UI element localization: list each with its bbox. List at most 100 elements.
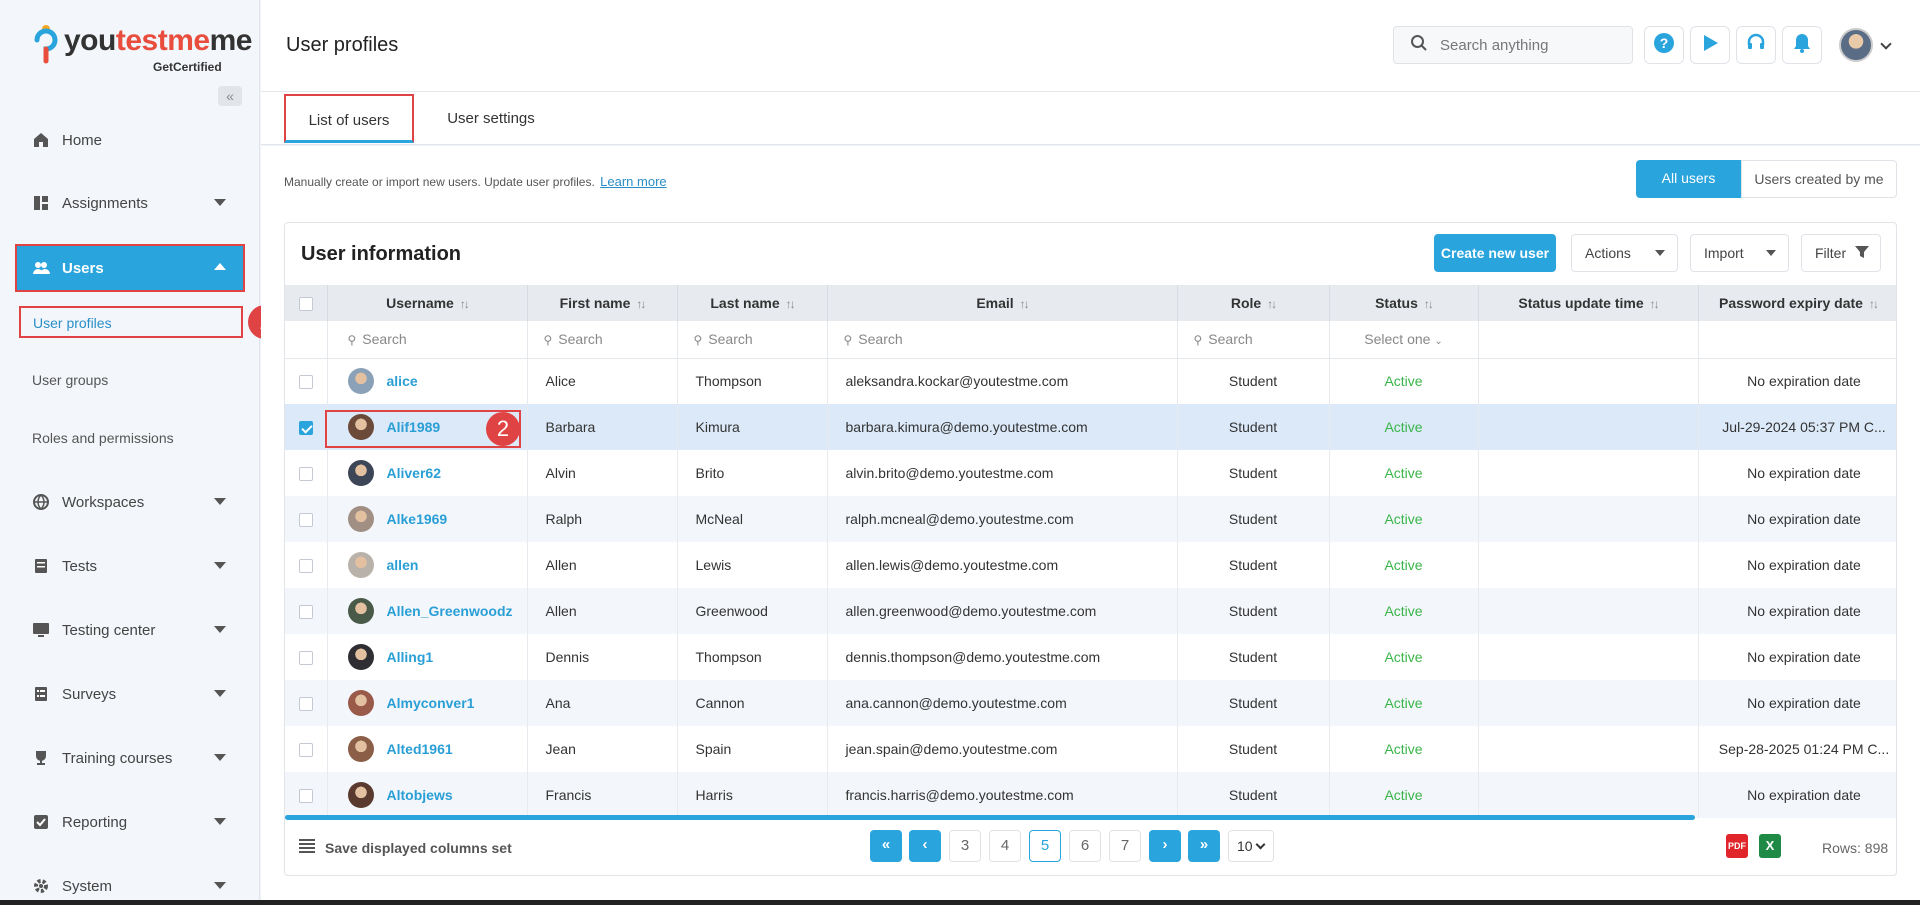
row-checkbox-cell bbox=[285, 772, 328, 818]
export-pdf-button[interactable]: PDF bbox=[1726, 834, 1748, 858]
support-button[interactable] bbox=[1736, 26, 1776, 64]
page-button[interactable]: 3 bbox=[949, 830, 981, 862]
sidebar-item-system[interactable]: System bbox=[16, 864, 244, 905]
page-button[interactable]: 7 bbox=[1109, 830, 1141, 862]
import-dropdown[interactable]: Import bbox=[1690, 234, 1789, 272]
collapse-sidebar-button[interactable]: « bbox=[218, 86, 242, 106]
cell-username: Alted1961 bbox=[327, 726, 528, 772]
sidebar-item-reporting[interactable]: Reporting bbox=[16, 800, 244, 844]
row-checkbox[interactable] bbox=[298, 375, 313, 390]
username-link[interactable]: Allen_Greenwoodz bbox=[386, 603, 513, 619]
cell-status: Active bbox=[1329, 358, 1479, 404]
sidebar-item-surveys[interactable]: Surveys bbox=[16, 672, 244, 716]
col-header-status-update-time[interactable]: Status update time ↑↓ bbox=[1478, 285, 1699, 321]
row-checkbox[interactable] bbox=[298, 513, 313, 528]
prev-page-button[interactable]: ‹ bbox=[909, 830, 941, 862]
sidebar-subitem-roles-permissions[interactable]: Roles and permissions bbox=[32, 430, 174, 446]
first-page-button[interactable]: « bbox=[870, 830, 902, 862]
select-all-checkbox[interactable] bbox=[298, 297, 313, 312]
username-filter-input[interactable]: ⚲ Search bbox=[327, 321, 528, 359]
username-link[interactable]: Aliver62 bbox=[386, 465, 441, 481]
current-page-button[interactable]: 5 bbox=[1029, 830, 1061, 862]
row-checkbox-cell bbox=[285, 358, 328, 404]
row-checkbox[interactable] bbox=[298, 789, 313, 804]
username-link[interactable]: Alke1969 bbox=[386, 511, 448, 527]
sidebar-item-tests[interactable]: Tests bbox=[16, 544, 244, 588]
table-row[interactable]: Alted1961 Jean Spain jean.spain@demo.youtes… bbox=[285, 726, 1896, 772]
page-size-select[interactable]: 10 bbox=[1228, 830, 1274, 862]
row-checkbox[interactable] bbox=[298, 605, 313, 620]
first-name-filter-input[interactable]: ⚲ Search bbox=[527, 321, 678, 359]
next-page-button[interactable]: › bbox=[1149, 830, 1181, 862]
col-header-first-name[interactable]: First name ↑↓ bbox=[527, 285, 678, 321]
logo[interactable]: youtestmeme bbox=[34, 24, 252, 72]
sidebar-item-testing-center[interactable]: Testing center bbox=[16, 608, 244, 652]
table-row[interactable]: alice Alice Thompson aleksandra.kockar@yout… bbox=[285, 358, 1896, 404]
col-header-password-expiry[interactable]: Password expiry date ↑↓ bbox=[1698, 285, 1896, 321]
col-header-username[interactable]: Username ↑↓ bbox=[327, 285, 528, 321]
tab-list-of-users[interactable]: List of users bbox=[284, 94, 414, 143]
tab-user-settings[interactable]: User settings bbox=[447, 110, 535, 127]
table-row[interactable]: Alif1989 Barbara Kimura barbara.kimura@demo… bbox=[285, 404, 1896, 450]
actions-dropdown[interactable]: Actions bbox=[1571, 234, 1678, 272]
table-row[interactable]: Almyconver1 Ana Cannon ana.cannon@demo.yout… bbox=[285, 680, 1896, 726]
page-button[interactable]: 4 bbox=[989, 830, 1021, 862]
table-row[interactable]: Aliver62 Alvin Brito alvin.brito@demo.youte… bbox=[285, 450, 1896, 496]
filter-button[interactable]: Filter bbox=[1801, 234, 1881, 272]
page-button[interactable]: 6 bbox=[1069, 830, 1101, 862]
table-row[interactable]: Allen_Greenwoodz Allen Greenwood allen.gree… bbox=[285, 588, 1896, 634]
status-filter-select[interactable]: Select one ⌄ bbox=[1329, 321, 1479, 359]
horizontal-scrollbar[interactable] bbox=[285, 815, 1695, 820]
last-page-button[interactable]: » bbox=[1188, 830, 1220, 862]
chevron-down-icon[interactable] bbox=[1880, 38, 1892, 50]
username-link[interactable]: allen bbox=[386, 557, 419, 573]
search-icon: ⚲ bbox=[347, 333, 357, 348]
row-checkbox[interactable] bbox=[298, 559, 313, 574]
col-header-last-name[interactable]: Last name ↑↓ bbox=[677, 285, 828, 321]
sidebar-subitem-user-groups[interactable]: User groups bbox=[32, 372, 109, 388]
learn-more-link[interactable]: Learn more bbox=[600, 174, 667, 189]
role-filter-input[interactable]: ⚲ Search bbox=[1177, 321, 1330, 359]
col-label: Last name bbox=[710, 295, 780, 311]
col-header-email[interactable]: Email ↑↓ bbox=[827, 285, 1178, 321]
assignments-icon bbox=[32, 194, 50, 212]
row-checkbox[interactable] bbox=[298, 743, 313, 758]
table-row[interactable]: Altobjews Francis Harris francis.harris@dem… bbox=[285, 772, 1896, 818]
col-header-status[interactable]: Status ↑↓ bbox=[1329, 285, 1479, 321]
sidebar-item-home[interactable]: Home bbox=[16, 118, 244, 162]
row-checkbox[interactable] bbox=[298, 697, 313, 712]
email-filter-input[interactable]: ⚲ Search bbox=[827, 321, 1178, 359]
sidebar-item-workspaces[interactable]: Workspaces bbox=[16, 480, 244, 524]
row-checkbox[interactable] bbox=[298, 651, 313, 666]
username-link[interactable]: Almyconver1 bbox=[386, 695, 475, 711]
last-name-filter-input[interactable]: ⚲ Search bbox=[677, 321, 828, 359]
table-row[interactable]: Alke1969 Ralph McNeal ralph.mcneal@demo.you… bbox=[285, 496, 1896, 542]
all-users-toggle[interactable]: All users bbox=[1636, 160, 1741, 198]
user-avatar[interactable] bbox=[1839, 28, 1873, 62]
sidebar-item-training-courses[interactable]: Training courses bbox=[16, 736, 244, 780]
save-columns-button[interactable]: Save displayed columns set bbox=[299, 839, 512, 856]
users-created-by-me-toggle[interactable]: Users created by me bbox=[1741, 160, 1897, 198]
username-link[interactable]: Alling1 bbox=[386, 649, 434, 665]
global-search-input[interactable]: Search anything bbox=[1393, 26, 1633, 64]
col-header-role[interactable]: Role ↑↓ bbox=[1177, 285, 1330, 321]
table-row[interactable]: allen Allen Lewis allen.lewis@demo.youtestm… bbox=[285, 542, 1896, 588]
create-new-user-button[interactable]: Create new user bbox=[1434, 234, 1556, 272]
help-button[interactable]: ? bbox=[1644, 26, 1684, 64]
export-excel-button[interactable]: X bbox=[1759, 834, 1781, 858]
username-link[interactable]: alice bbox=[386, 373, 418, 390]
username-link[interactable]: Alif1989 bbox=[386, 419, 441, 435]
sidebar-item-users[interactable]: Users bbox=[15, 244, 245, 292]
table-row[interactable]: Alling1 Dennis Thompson dennis.thompson@dem… bbox=[285, 634, 1896, 680]
user-avatar bbox=[347, 736, 374, 762]
play-tutorial-button[interactable] bbox=[1690, 26, 1730, 64]
main-content: Manually create or import new users. Upd… bbox=[261, 146, 1920, 905]
filter-label: Filter bbox=[1815, 245, 1847, 261]
username-link[interactable]: Alted1961 bbox=[386, 741, 453, 757]
sidebar-item-assignments[interactable]: Assignments bbox=[16, 181, 244, 225]
username-link[interactable]: Altobjews bbox=[386, 787, 453, 803]
notifications-button[interactable] bbox=[1782, 26, 1822, 64]
row-checkbox[interactable] bbox=[298, 467, 313, 482]
row-checkbox[interactable] bbox=[298, 421, 313, 436]
sidebar-subitem-user-profiles[interactable]: User profiles bbox=[19, 306, 243, 338]
